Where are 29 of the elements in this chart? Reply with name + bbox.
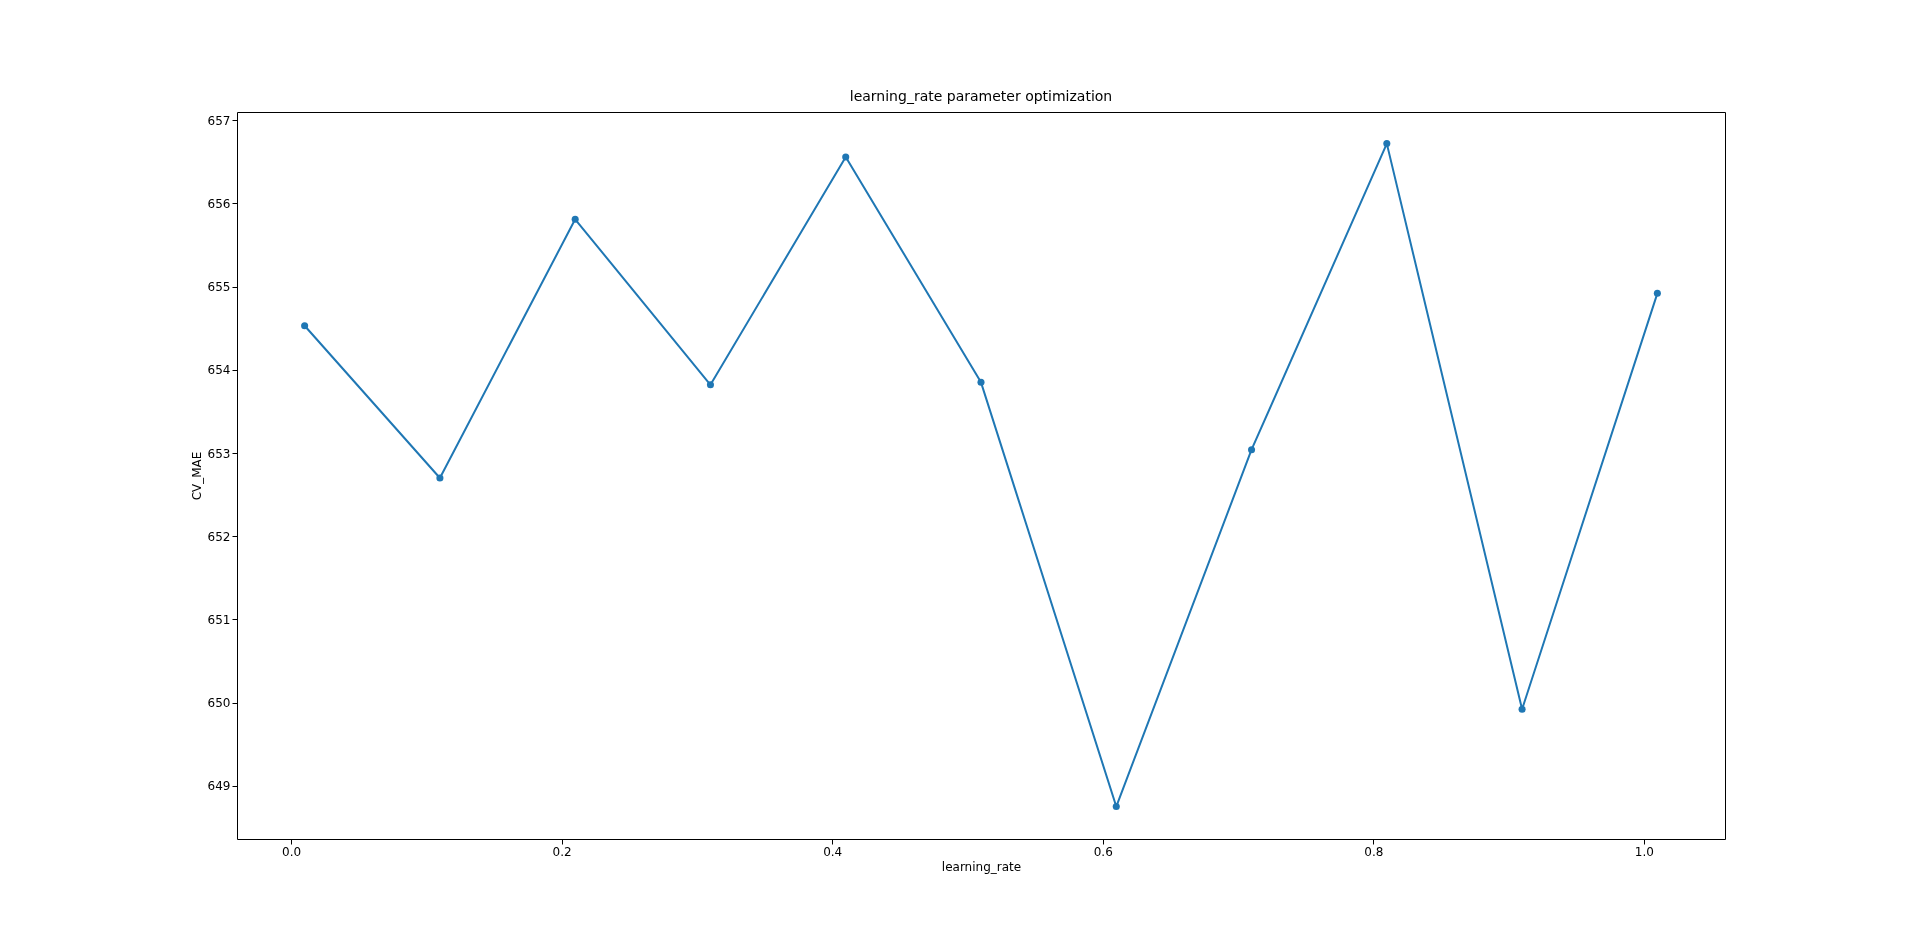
y-tick-label: 650 [207, 696, 231, 711]
y-tick-label: 653 [207, 446, 231, 461]
y-tick-label: 652 [207, 529, 231, 544]
x-tick-label: 1.0 [1634, 844, 1654, 859]
y-tick-label: 657 [207, 113, 231, 128]
point [1383, 140, 1391, 148]
y-tick-label: 654 [207, 363, 231, 378]
point [1518, 705, 1526, 713]
y-tick-label: 656 [207, 197, 231, 211]
x-tick-label: 0.6 [1093, 844, 1113, 859]
point [977, 378, 985, 386]
point [842, 153, 850, 161]
point [1653, 289, 1661, 297]
x-tick-label: 0.0 [282, 844, 302, 859]
point [571, 215, 579, 223]
x-tick-label: 0.8 [1364, 844, 1384, 859]
x-tick-label: 0.2 [552, 844, 572, 859]
y-tick-label: 651 [207, 612, 231, 627]
point [301, 322, 309, 330]
point [1248, 446, 1256, 454]
chart-title: learning_rate parameter optimization [849, 88, 1113, 104]
point [706, 381, 714, 389]
y-axis-title: CV_MAE [189, 451, 204, 501]
x-axis-title: learning_rate [941, 859, 1022, 874]
point [436, 474, 444, 482]
y-tick-label: 655 [207, 280, 231, 295]
x-tick-label: 0.4 [823, 844, 843, 859]
point [1112, 803, 1120, 811]
y-tick-label: 649 [207, 779, 231, 794]
